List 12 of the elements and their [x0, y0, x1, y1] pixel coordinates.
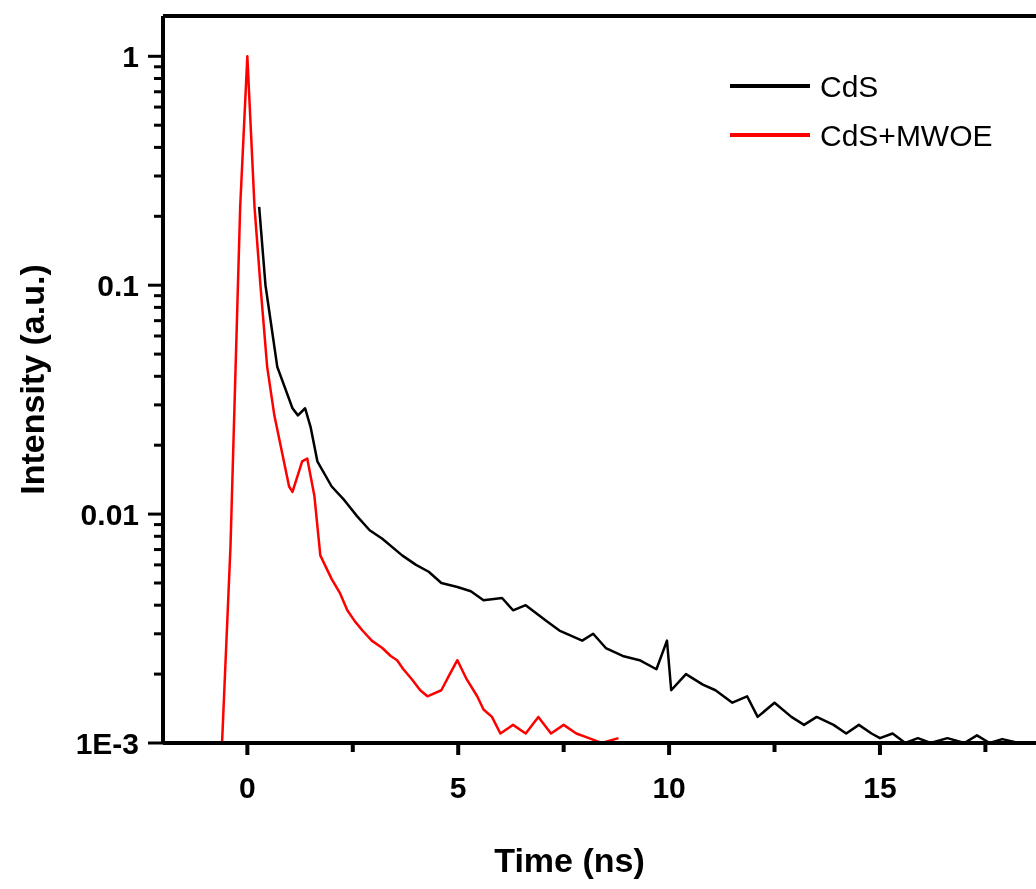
legend-label: CdS+MWOE: [820, 119, 993, 152]
x-tick-label: 0: [239, 771, 256, 804]
x-tick-label: 10: [652, 771, 686, 804]
y-tick-label: 1: [122, 40, 139, 74]
y-axis-title: Intensity (a.u.): [13, 264, 51, 495]
y-tick-label: 0.01: [80, 498, 139, 532]
x-axis-title: Time (ns): [494, 841, 645, 879]
y-tick-label: 0.1: [97, 269, 139, 303]
x-tick-label: 5: [449, 771, 467, 804]
legend-label: CdS: [820, 70, 879, 103]
x-tick-label: 15: [863, 771, 897, 804]
y-tick-label: 1E-3: [75, 727, 139, 760]
